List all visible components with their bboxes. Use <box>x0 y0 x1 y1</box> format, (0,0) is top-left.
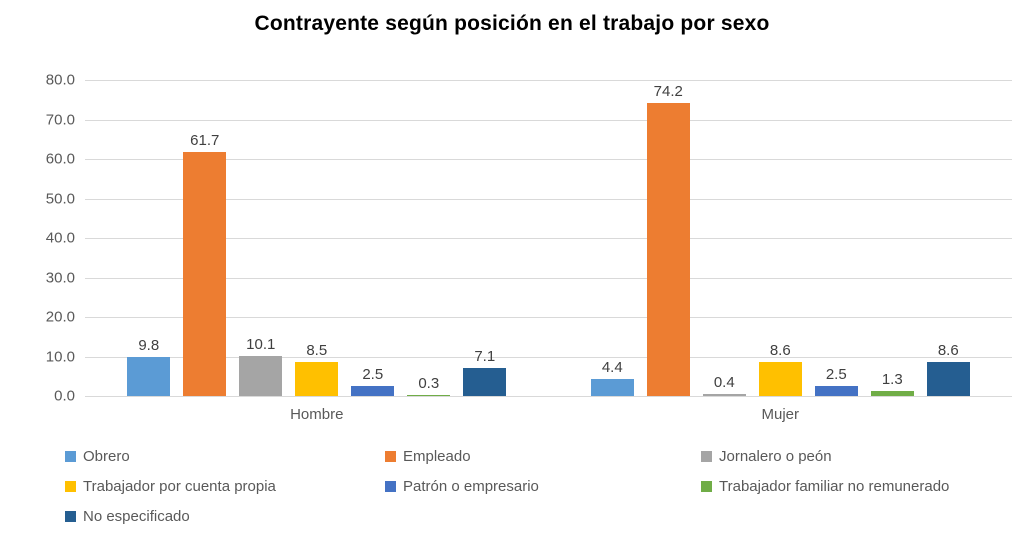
bar-jornalero-o-peon-hombre <box>239 356 283 396</box>
y-tick-label: 50.0 <box>45 190 75 207</box>
gridline <box>85 356 1012 358</box>
bar-item-no-especificado-hombre: 7.1 <box>463 347 507 396</box>
legend-item-patron-o-empresario: Patrón o empresario <box>385 478 701 495</box>
bar-trabajador-por-cuenta-propia-hombre <box>295 362 339 396</box>
bar-value-label: 61.7 <box>190 132 220 150</box>
bar-value-label: 1.3 <box>881 370 903 388</box>
gridline <box>85 317 1012 318</box>
legend-item-no-especificado: No especificado <box>65 508 385 525</box>
gridline <box>85 80 1012 81</box>
y-tick-label: 60.0 <box>45 150 75 168</box>
bar-value-label: 10.1 <box>246 336 276 354</box>
legend-item-trabajador-por-cuenta-propia: Trabajador por cuenta propia <box>65 478 385 495</box>
legend-swatch-trabajador-familiar-no-remunerado <box>701 481 712 492</box>
bar-obrero-mujer <box>590 378 634 396</box>
bar-group-mujer: 4.4 74.2 0.4 8.6 2.5 1.3 8.6 <box>549 83 1013 396</box>
y-tick-label: 80.0 <box>45 71 75 89</box>
bar-trabajador-por-cuenta-propia-mujer <box>758 362 802 396</box>
bar-value-label: 9.8 <box>138 337 160 355</box>
legend-swatch-obrero <box>65 451 76 462</box>
legend-label: Obrero <box>83 448 130 465</box>
bar-trabajador-familiar-no-remunerado-hombre <box>407 394 451 396</box>
bar-value-label: 8.6 <box>937 342 959 360</box>
bar-item-jornalero-o-peon-mujer: 0.4 <box>702 374 746 396</box>
bar-value-label: 4.4 <box>601 358 623 376</box>
legend-item-obrero: Obrero <box>65 448 385 465</box>
y-tick-label: 0.0 <box>54 387 75 405</box>
legend-item-empleado: Empleado <box>385 448 701 465</box>
y-tick-label: 20.0 <box>45 308 75 326</box>
legend-swatch-patron-o-empresario <box>385 481 396 492</box>
bar-empleado-mujer <box>646 102 690 396</box>
legend-label: Patrón o empresario <box>403 478 539 495</box>
bar-value-label: 8.5 <box>306 342 328 360</box>
y-tick-label: 70.0 <box>45 111 75 128</box>
bar-item-trabajador-por-cuenta-propia-mujer: 8.6 <box>758 342 802 396</box>
bar-jornalero-o-peon-mujer <box>702 394 746 396</box>
legend-label: Empleado <box>403 448 471 465</box>
bar-obrero-hombre <box>127 357 171 396</box>
bar-group-hombre: 9.8 61.7 10.1 8.5 2.5 0.3 7.1 <box>85 132 549 396</box>
x-category-label-mujer: Mujer <box>761 406 799 423</box>
legend-label: Trabajador por cuenta propia <box>83 478 276 495</box>
gridline <box>85 119 1012 121</box>
bar-value-label: 7.1 <box>474 347 496 365</box>
bar-item-obrero-mujer: 4.4 <box>590 358 634 396</box>
bar-item-empleado-hombre: 61.7 <box>183 132 227 396</box>
legend: Obrero Empleado Jornalero o peón Trabajador… <box>65 448 1015 525</box>
bar-no-especificado-hombre <box>463 367 507 396</box>
y-tick-label: 10.0 <box>45 348 75 365</box>
legend-label: Jornalero o peón <box>719 448 832 465</box>
x-category-label-hombre: Hombre <box>290 406 344 423</box>
gridline <box>85 159 1012 160</box>
legend-item-trabajador-familiar-no-remunerado: Trabajador familiar no remunerado <box>701 478 1015 495</box>
y-axis: 0.0 10.0 20.0 30.0 40.0 50.0 60.0 70.0 80.0 <box>0 72 75 405</box>
legend-swatch-no-especificado <box>65 511 76 522</box>
legend-swatch-jornalero-o-peon <box>701 451 712 462</box>
bar-item-patron-o-empresario-hombre: 2.5 <box>351 366 395 396</box>
bar-item-no-especificado-mujer: 8.6 <box>926 342 970 396</box>
bar-value-label: 74.2 <box>653 82 683 100</box>
plot-area: 9.8 61.7 10.1 8.5 2.5 0.3 7.1 4.4 74.2 0.4 8.6 2.5 1… <box>85 80 1012 397</box>
x-axis: Hombre Mujer <box>85 406 1012 423</box>
bar-item-trabajador-familiar-no-remunerado-mujer: 1.3 <box>870 370 914 396</box>
legend-item-jornalero-o-peon: Jornalero o peón <box>701 448 1015 465</box>
legend-label: No especificado <box>83 508 190 525</box>
y-tick-label: 30.0 <box>45 269 75 286</box>
bar-patron-o-empresario-hombre <box>351 386 395 396</box>
legend-label: Trabajador familiar no remunerado <box>719 478 950 495</box>
legend-swatch-trabajador-por-cuenta-propia <box>65 481 76 492</box>
bar-empleado-hombre <box>183 152 227 396</box>
bar-trabajador-familiar-no-remunerado-mujer <box>870 390 914 396</box>
chart-title: Contrayente según posición en el trabajo… <box>254 12 770 35</box>
bar-item-trabajador-por-cuenta-propia-hombre: 8.5 <box>295 342 339 396</box>
bar-value-label: 0.3 <box>418 374 440 392</box>
gridline <box>85 277 1012 279</box>
y-tick-label: 40.0 <box>45 229 75 247</box>
bar-item-patron-o-empresario-mujer: 2.5 <box>814 366 858 396</box>
bar-value-label: 0.4 <box>713 374 735 392</box>
bar-item-jornalero-o-peon-hombre: 10.1 <box>239 336 283 396</box>
bar-item-trabajador-familiar-no-remunerado-hombre: 0.3 <box>407 374 451 396</box>
bar-item-empleado-mujer: 74.2 <box>646 82 690 396</box>
gridline <box>85 396 1012 397</box>
bar-no-especificado-mujer <box>926 362 970 396</box>
gridline <box>85 198 1012 200</box>
bar-patron-o-empresario-mujer <box>814 386 858 396</box>
bar-value-label: 8.6 <box>769 342 791 360</box>
bar-item-obrero-hombre: 9.8 <box>127 337 171 396</box>
bar-value-label: 2.5 <box>362 366 384 384</box>
bar-value-label: 2.5 <box>825 366 847 384</box>
bar-groups: 9.8 61.7 10.1 8.5 2.5 0.3 7.1 4.4 74.2 0.4 8.6 2.5 1… <box>85 80 1012 396</box>
gridline <box>85 238 1012 239</box>
legend-swatch-empleado <box>385 451 396 462</box>
